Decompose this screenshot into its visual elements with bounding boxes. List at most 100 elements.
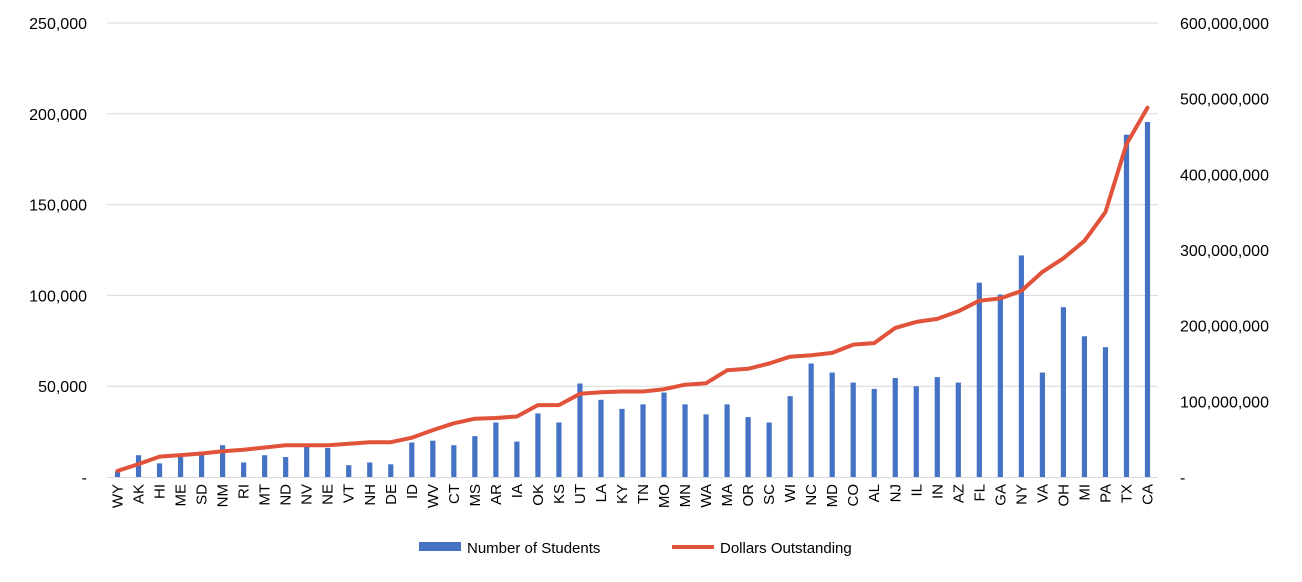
- category-label-ks: KS: [551, 484, 568, 504]
- category-label-nc: NC: [803, 484, 820, 506]
- category-label-tx: TX: [1118, 484, 1135, 503]
- category-label-de: DE: [383, 484, 400, 505]
- bar-sc: [766, 422, 772, 477]
- bar-nj: [892, 378, 898, 477]
- category-label-mt: MT: [257, 484, 274, 506]
- category-label-ne: NE: [320, 484, 337, 505]
- bar-la: [598, 399, 604, 477]
- category-label-me: ME: [173, 484, 190, 507]
- bar-ky: [619, 408, 625, 477]
- category-label-sd: SD: [194, 484, 211, 505]
- bar-ks: [556, 422, 562, 477]
- bar-vt: [346, 465, 352, 477]
- right-tick-label: 400,000,000: [1180, 167, 1269, 184]
- category-label-il: IL: [908, 484, 925, 497]
- bar-me: [177, 457, 184, 477]
- right-tick-label: 100,000,000: [1180, 394, 1269, 411]
- category-label-ca: CA: [1139, 484, 1156, 505]
- category-label-ga: GA: [992, 484, 1009, 506]
- bar-ok: [535, 413, 541, 477]
- category-label-mo: MO: [656, 484, 673, 508]
- bar-ca: [1144, 121, 1151, 478]
- bar-nv: [304, 446, 310, 477]
- bar-wy: [114, 471, 121, 477]
- left-tick-label: 200,000: [29, 107, 87, 124]
- bar-in: [934, 377, 940, 477]
- bar-id: [409, 442, 415, 477]
- left-axis: - 50,000 100,000 150,000 200,000 250,000: [29, 16, 87, 487]
- category-label-al: AL: [866, 484, 883, 502]
- bar-il: [913, 386, 919, 477]
- bar-nd: [283, 457, 289, 477]
- category-label-mn: MN: [677, 484, 694, 507]
- category-label-ak: AK: [131, 484, 148, 504]
- category-label-nm: NM: [215, 484, 232, 507]
- legend: Number of Students Dollars Outstanding: [419, 540, 852, 557]
- right-tick-label: 300,000,000: [1180, 243, 1269, 260]
- category-label-ia: IA: [509, 484, 526, 498]
- bar-sd: [198, 451, 205, 477]
- line-dollars-outstanding: [115, 105, 1150, 473]
- bar-mi: [1081, 336, 1088, 477]
- legend-swatch-students: [419, 542, 461, 551]
- category-label-nh: NH: [362, 484, 379, 506]
- bar-nc: [808, 363, 814, 477]
- left-tick-label: 250,000: [29, 16, 87, 33]
- bar-ia: [514, 441, 520, 477]
- right-tick-label: 200,000,000: [1180, 319, 1269, 336]
- category-axis: WY AK HI ME SD NM RI MT ND NV NE VT NH DE ID WV CT MS AR IA…: [110, 484, 1157, 508]
- bar-ma: [724, 404, 730, 477]
- bar-oh: [1060, 307, 1067, 477]
- category-label-nv: NV: [299, 484, 316, 505]
- bar-mo: [661, 392, 667, 477]
- bar-pa: [1102, 347, 1109, 477]
- bar-al: [871, 388, 877, 477]
- left-tick-label: 50,000: [38, 379, 87, 396]
- bar-tn: [640, 404, 646, 477]
- category-label-la: LA: [593, 484, 610, 502]
- category-label-mi: MI: [1076, 484, 1093, 501]
- bar-nh: [367, 462, 373, 477]
- category-label-ar: AR: [488, 484, 505, 505]
- left-tick-label: 150,000: [29, 198, 87, 215]
- bar-hi: [156, 463, 163, 477]
- bar-series: [114, 121, 1151, 478]
- bar-wi: [787, 396, 793, 477]
- bar-or: [745, 417, 751, 477]
- legend-label-dollars: Dollars Outstanding: [720, 540, 852, 557]
- category-label-pa: PA: [1097, 484, 1114, 503]
- left-tick-label: 100,000: [29, 288, 87, 305]
- category-label-ny: NY: [1013, 484, 1030, 505]
- left-tick-label: -: [82, 470, 87, 487]
- bar-fl: [976, 282, 982, 477]
- right-tick-label: -: [1180, 470, 1185, 487]
- category-label-in: IN: [929, 484, 946, 499]
- right-axis: - 100,000,000 200,000,000 300,000,000 400,00…: [1180, 16, 1269, 487]
- bar-ar: [493, 422, 499, 477]
- category-label-vt: VT: [341, 484, 358, 503]
- category-label-id: ID: [404, 484, 421, 499]
- bar-co: [850, 382, 856, 477]
- bar-ms: [472, 436, 478, 477]
- category-label-md: MD: [824, 484, 841, 507]
- bar-ny: [1018, 255, 1024, 477]
- gridlines: [107, 22, 1158, 478]
- category-label-ma: MA: [719, 484, 736, 507]
- category-label-ri: RI: [236, 484, 253, 499]
- category-label-wv: WV: [425, 484, 442, 508]
- right-tick-label: 500,000,000: [1180, 92, 1269, 109]
- bar-wa: [703, 414, 709, 477]
- category-label-az: AZ: [950, 484, 967, 503]
- bar-mt: [262, 455, 268, 477]
- bar-wv: [430, 440, 436, 477]
- category-label-nd: ND: [278, 484, 295, 506]
- bar-de: [388, 464, 394, 477]
- bar-md: [829, 372, 835, 477]
- bar-ne: [325, 447, 331, 477]
- bar-ga: [997, 294, 1003, 477]
- legend-label-students: Number of Students: [467, 540, 600, 557]
- category-label-ut: UT: [572, 484, 589, 504]
- bar-ct: [451, 445, 457, 477]
- category-label-oh: OH: [1055, 484, 1072, 507]
